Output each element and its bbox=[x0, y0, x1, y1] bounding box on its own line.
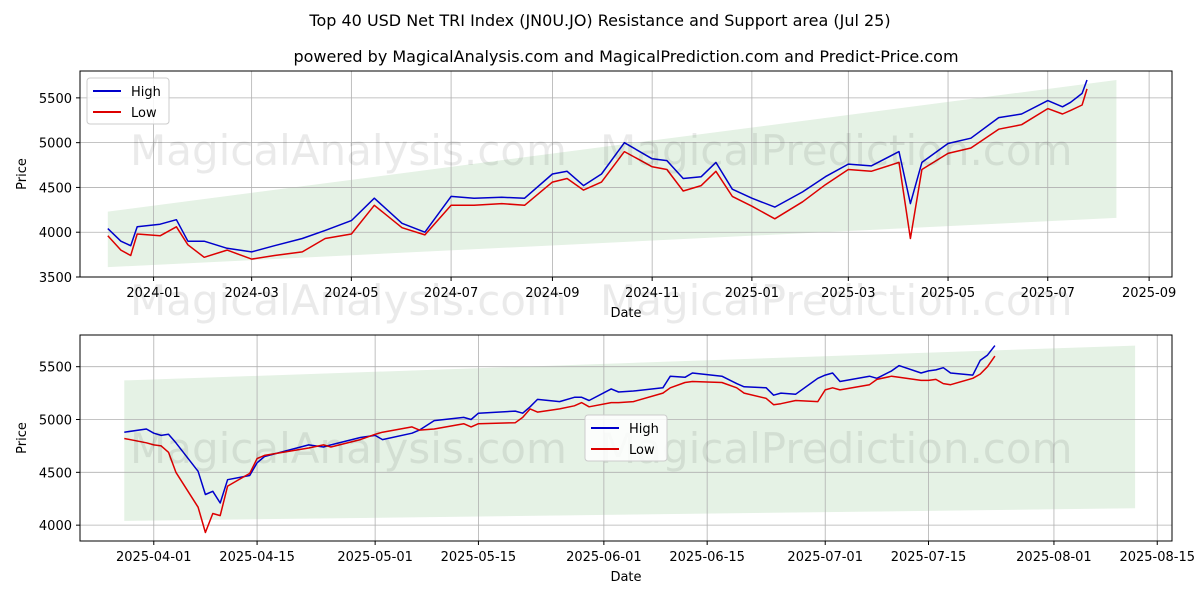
chart-panel-2: 2025-04-01 2025-04-15 2025-05-01 2025-05-15… bbox=[15, 334, 1195, 585]
watermark-analysis: MagicalAnalysis.com bbox=[130, 424, 567, 473]
chart-subtitle: powered by MagicalAnalysis.com and Magic… bbox=[293, 47, 958, 66]
legend-label-low: Low bbox=[629, 443, 655, 458]
chart-panel-1: 2024-01 2024-03 2024-05 2024-07 2024-09 2024-… bbox=[15, 70, 1176, 325]
x-tick-label-5: 2025-06-15 bbox=[669, 550, 745, 565]
series-line-low bbox=[124, 355, 996, 534]
chart-panels: 2024-01 2024-03 2024-05 2024-07 2024-09 2024-… bbox=[15, 70, 1195, 585]
watermark-prediction-2: MagicalPrediction.com bbox=[600, 276, 1073, 325]
x-tick-label-3: 2024-07 bbox=[424, 286, 478, 301]
y-axis-label: Price bbox=[15, 158, 30, 190]
chart-legend: High Low bbox=[86, 77, 170, 125]
x-tick-label-9: 2025-08-15 bbox=[1119, 550, 1195, 565]
x-axis-label: Date bbox=[610, 306, 641, 321]
y-axis-label: Price bbox=[15, 422, 30, 454]
series-line-low bbox=[107, 88, 1088, 260]
x-tick-label-7: 2025-03 bbox=[821, 286, 875, 301]
x-tick-label-4: 2025-06-01 bbox=[566, 550, 642, 565]
support-resistance-band bbox=[107, 79, 1117, 268]
chart-legend: High Low bbox=[584, 414, 668, 462]
x-tick-label-1: 2024-03 bbox=[224, 286, 278, 301]
x-tick-label-4: 2024-09 bbox=[525, 286, 579, 301]
axes-frame bbox=[79, 70, 1173, 278]
x-tick-label-0: 2024-01 bbox=[126, 286, 180, 301]
x-axis-label: Date bbox=[610, 570, 641, 585]
x-tick-label-9: 2025-07 bbox=[1021, 286, 1075, 301]
watermark-analysis-2: MagicalAnalysis.com bbox=[130, 276, 567, 325]
watermark-prediction: MagicalPrediction.com bbox=[600, 126, 1073, 175]
x-tick-label-3: 2025-05-15 bbox=[441, 550, 517, 565]
y-tick-label-0: 3500 bbox=[39, 271, 72, 286]
legend-label-low: Low bbox=[131, 106, 157, 121]
x-tick-label-7: 2025-07-15 bbox=[891, 550, 967, 565]
y-tick-label-1: 4000 bbox=[39, 226, 72, 241]
x-tick-label-6: 2025-07-01 bbox=[787, 550, 863, 565]
x-tick-label-1: 2025-04-15 bbox=[219, 550, 295, 565]
y-tick-label-0: 4000 bbox=[39, 519, 72, 534]
x-tick-label-5: 2024-11 bbox=[625, 286, 679, 301]
x-tick-label-8: 2025-08-01 bbox=[1016, 550, 1092, 565]
watermark-prediction: MagicalPrediction.com bbox=[600, 424, 1073, 473]
legend-label-high: High bbox=[629, 422, 659, 437]
y-tick-label-1: 4500 bbox=[39, 466, 72, 481]
y-tick-label-3: 5500 bbox=[39, 361, 72, 376]
x-tick-label-2: 2025-05-01 bbox=[337, 550, 413, 565]
y-tick-label-2: 4500 bbox=[39, 181, 72, 196]
legend-label-high: High bbox=[131, 85, 161, 100]
chart-title: Top 40 USD Net TRI Index (JN0U.JO) Resis… bbox=[308, 11, 890, 30]
y-tick-label-3: 5000 bbox=[39, 137, 72, 152]
series-line-high bbox=[107, 79, 1088, 253]
y-tick-label-4: 5500 bbox=[39, 92, 72, 107]
x-tick-label-10: 2025-09 bbox=[1122, 286, 1176, 301]
x-tick-label-6: 2025-01 bbox=[725, 286, 779, 301]
x-tick-label-8: 2025-05 bbox=[921, 286, 975, 301]
y-tick-label-2: 5000 bbox=[39, 414, 72, 429]
watermark-analysis: MagicalAnalysis.com bbox=[130, 126, 567, 175]
x-tick-label-0: 2025-04-01 bbox=[116, 550, 192, 565]
axes-frame bbox=[79, 334, 1173, 542]
x-tick-label-2: 2024-05 bbox=[324, 286, 378, 301]
